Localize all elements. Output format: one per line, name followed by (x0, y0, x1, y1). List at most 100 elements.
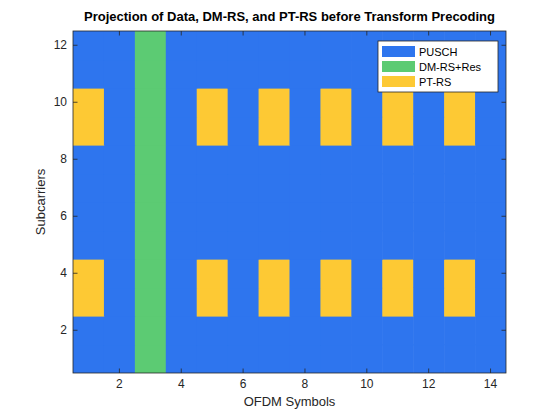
cell (135, 259, 167, 288)
cell (320, 60, 352, 89)
cell (73, 31, 105, 60)
cell (444, 117, 476, 146)
cell (104, 117, 136, 146)
cell (259, 60, 291, 89)
y-tick-right (502, 273, 507, 274)
cell (197, 345, 229, 374)
cell (382, 288, 414, 317)
cell (135, 345, 167, 374)
cell (290, 145, 322, 174)
cell (135, 174, 167, 203)
y-tick-label: 10 (54, 95, 68, 109)
y-tick-label: 4 (60, 266, 67, 280)
cell (73, 345, 105, 374)
x-tick (366, 369, 367, 374)
y-tick-right (502, 45, 507, 46)
cell (73, 202, 105, 231)
y-tick-label: 12 (54, 38, 68, 52)
cell (382, 345, 414, 374)
x-tick-label: 4 (178, 377, 185, 391)
cell (259, 145, 291, 174)
y-axis-label: Subcarriers (33, 168, 48, 235)
x-tick-top (181, 31, 182, 36)
cell (228, 259, 260, 288)
cell (228, 174, 260, 203)
x-tick-top (119, 31, 120, 36)
cell (444, 288, 476, 317)
cell (290, 202, 322, 231)
cell (135, 231, 167, 260)
y-tick-right (502, 102, 507, 103)
cell (197, 31, 229, 60)
chart: 246810121424681012Projection of Data, DM… (0, 0, 560, 420)
cell (104, 174, 136, 203)
cell (290, 288, 322, 317)
cell (259, 345, 291, 374)
cell (73, 174, 105, 203)
cell (444, 259, 476, 288)
cell (351, 316, 383, 345)
cell (73, 231, 105, 260)
cell (104, 259, 136, 288)
cell (259, 202, 291, 231)
cell (228, 145, 260, 174)
cell (259, 259, 291, 288)
cell (135, 60, 167, 89)
cell (104, 316, 136, 345)
x-tick-top (304, 31, 305, 36)
cell (166, 88, 198, 117)
legend: PUSCHDM-RS+ResPT-RS (378, 41, 498, 92)
x-tick-top (243, 31, 244, 36)
cell (73, 145, 105, 174)
cell (228, 231, 260, 260)
cell (135, 316, 167, 345)
cell (444, 174, 476, 203)
cell (259, 231, 291, 260)
cell (228, 117, 260, 146)
cell (290, 88, 322, 117)
cell (73, 60, 105, 89)
cell (351, 202, 383, 231)
x-tick (119, 369, 120, 374)
cell (290, 174, 322, 203)
cell (290, 259, 322, 288)
cell (135, 31, 167, 60)
cell (228, 316, 260, 345)
cell (259, 174, 291, 203)
cell (351, 117, 383, 146)
cell (104, 88, 136, 117)
y-tick-label: 6 (60, 209, 67, 223)
cell (382, 316, 414, 345)
legend-swatch (382, 76, 415, 87)
legend-label: PUSCH (419, 46, 458, 58)
cell (475, 202, 506, 231)
cell (166, 231, 198, 260)
cell (475, 231, 506, 260)
axes-frame (73, 31, 506, 373)
cell (382, 174, 414, 203)
cell (413, 174, 445, 203)
y-tick (73, 45, 78, 46)
cell (259, 31, 291, 60)
x-tick-label: 2 (116, 377, 123, 391)
x-tick-label: 6 (240, 377, 247, 391)
cell (475, 117, 506, 146)
x-tick (490, 369, 491, 374)
cell (320, 231, 352, 260)
cell (290, 231, 322, 260)
cell (475, 316, 506, 345)
cell (104, 31, 136, 60)
cell (166, 174, 198, 203)
y-tick (73, 273, 78, 274)
cell (228, 202, 260, 231)
cell (475, 174, 506, 203)
cell (413, 345, 445, 374)
cell (228, 288, 260, 317)
x-tick-top (490, 31, 491, 36)
y-tick (73, 216, 78, 217)
cell (320, 88, 352, 117)
cell (73, 316, 105, 345)
cell (351, 259, 383, 288)
cell (320, 174, 352, 203)
cells (73, 31, 506, 373)
